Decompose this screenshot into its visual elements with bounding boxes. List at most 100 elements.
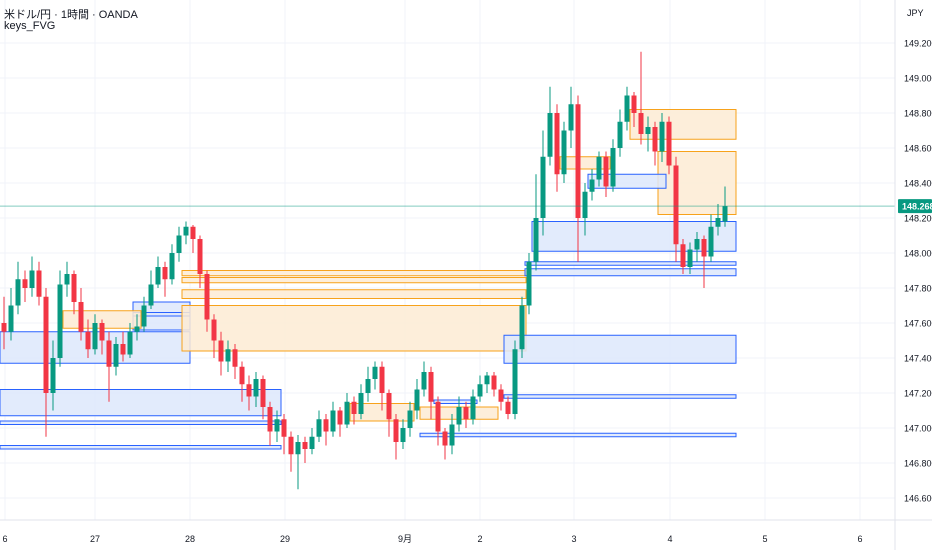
- candle-up: [470, 396, 476, 420]
- candle-up: [358, 393, 364, 414]
- candle-down: [337, 410, 343, 425]
- bearish-fvg-zone: [629, 109, 737, 140]
- x-tick-label: 3: [571, 534, 576, 544]
- bullish-fvg-zone: [524, 268, 737, 277]
- candle-up: [456, 407, 462, 425]
- x-tick-label: 2: [477, 534, 482, 544]
- bullish-fvg-zone: [503, 394, 737, 399]
- candle-down: [239, 366, 245, 385]
- candle-down: [281, 419, 287, 437]
- candle-up: [624, 95, 630, 122]
- candle-up: [645, 127, 651, 134]
- y-tick-label: 147.200: [904, 389, 932, 399]
- candle-up: [610, 148, 616, 187]
- candle-down: [232, 349, 238, 367]
- candle-down: [36, 270, 42, 297]
- x-tick-label: 6: [857, 534, 862, 544]
- candle-up: [274, 419, 280, 432]
- candle-down: [638, 113, 644, 134]
- candle-down: [260, 379, 266, 407]
- y-tick-label: 148.200: [904, 214, 932, 224]
- candle-up: [533, 218, 539, 262]
- bearish-fvg-zone: [181, 277, 527, 284]
- candle-down: [22, 279, 28, 288]
- candle-up: [8, 305, 14, 332]
- candle-down: [246, 384, 252, 397]
- candle-up: [57, 284, 63, 358]
- candle-down: [323, 419, 329, 432]
- candle-down: [680, 244, 686, 267]
- candle-up: [64, 274, 70, 285]
- candle-up: [92, 323, 98, 350]
- candle-up: [15, 279, 21, 306]
- x-tick-label: 5: [762, 534, 767, 544]
- candle-down: [554, 113, 560, 175]
- candle-up: [659, 121, 665, 152]
- candle-down: [85, 331, 91, 350]
- candle-down: [267, 407, 273, 432]
- candle-up: [617, 121, 623, 148]
- bullish-fvg-zone: [433, 399, 478, 404]
- candle-down: [491, 375, 497, 390]
- candle-down: [435, 401, 441, 432]
- candle-up: [183, 226, 189, 236]
- candle-up: [169, 253, 175, 280]
- candle-down: [78, 302, 84, 332]
- y-tick-label: 147.000: [904, 424, 932, 434]
- candle-up: [309, 436, 315, 449]
- candle-down: [211, 319, 217, 341]
- candle-down: [575, 104, 581, 218]
- y-tick-label: 148.800: [904, 109, 932, 119]
- indicator-label: keys_FVG: [4, 20, 56, 32]
- candle-down: [351, 401, 357, 414]
- candle-down: [120, 344, 126, 355]
- candle-up: [127, 331, 133, 355]
- bearish-fvg-zone: [181, 289, 527, 299]
- candle-down: [302, 442, 308, 449]
- candle-up: [484, 375, 490, 385]
- bullish-fvg-zone: [524, 261, 737, 266]
- bullish-fvg-zone: [0, 445, 282, 450]
- x-tick-label: 29: [280, 534, 290, 544]
- candle-up: [400, 428, 406, 442]
- candle-up: [225, 349, 231, 362]
- candle-down: [505, 401, 511, 414]
- candle-up: [568, 104, 574, 131]
- candle-up: [694, 239, 700, 250]
- candle-up: [134, 326, 140, 332]
- candle-down: [197, 239, 203, 274]
- candle-down: [218, 340, 224, 362]
- bullish-fvg-zone: [503, 334, 737, 364]
- candle-down: [428, 372, 434, 402]
- candle-down: [288, 436, 294, 455]
- candle-down: [204, 274, 210, 320]
- candle-up: [29, 270, 35, 288]
- candle-up: [449, 424, 455, 446]
- candle-down: [701, 239, 707, 257]
- candle-up: [519, 305, 525, 350]
- bullish-fvg-zone: [419, 432, 737, 438]
- x-tick-label: 4: [667, 534, 672, 544]
- candle-up: [722, 206, 728, 222]
- candle-up: [540, 156, 546, 218]
- candle-up: [344, 401, 350, 425]
- y-tick-label: 147.600: [904, 319, 932, 329]
- candle-up: [330, 410, 336, 432]
- y-tick-label: 146.600: [904, 494, 932, 504]
- candle-up: [50, 358, 56, 393]
- currency-label: JPY: [907, 8, 924, 18]
- candle-down: [442, 431, 448, 446]
- x-tick-label: 28: [185, 534, 195, 544]
- candle-up: [253, 379, 259, 397]
- candle-up: [708, 226, 714, 257]
- candle-up: [316, 419, 322, 437]
- candle-up: [176, 235, 182, 253]
- y-tick-label: 147.400: [904, 354, 932, 364]
- candle-down: [106, 340, 112, 367]
- candle-down: [673, 165, 679, 245]
- candle-down: [379, 366, 385, 393]
- y-tick-label: 148.000: [904, 249, 932, 259]
